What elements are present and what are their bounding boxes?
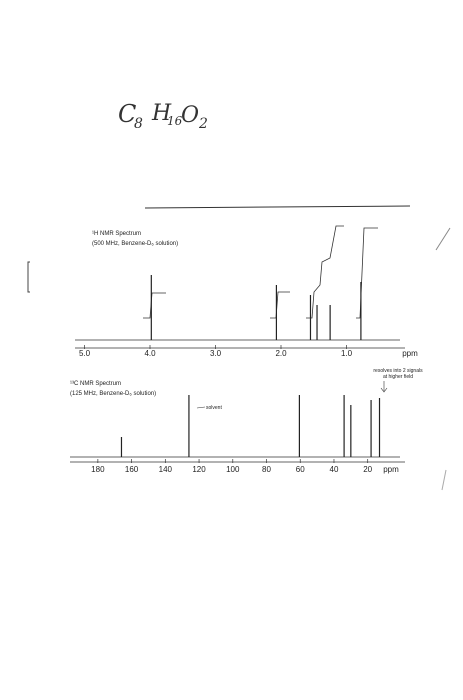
bracket xyxy=(27,261,30,293)
x-tick-label: 20 xyxy=(363,465,372,474)
h-subtitle: (500 MHz, Benzene-D₆ solution) xyxy=(92,241,178,247)
x-tick-label: 60 xyxy=(296,465,305,474)
h-title: ¹H NMR Spectrum xyxy=(92,231,141,237)
x-tick-label: 1.0 xyxy=(341,349,353,358)
x-tick-label: 80 xyxy=(262,465,271,474)
x-tick-label: 100 xyxy=(226,465,240,474)
unit-label: ppm xyxy=(383,465,399,474)
x-tick-label: 160 xyxy=(125,465,139,474)
c-title: ¹³C NMR Spectrum xyxy=(70,381,121,387)
integral xyxy=(306,225,378,319)
c-subtitle: (125 MHz, Benzene-D₆ solution) xyxy=(70,391,156,397)
formula: C 8 H 16 O 2 xyxy=(118,100,208,132)
unit-label: ppm xyxy=(402,349,418,358)
x-tick-label: 4.0 xyxy=(144,349,156,358)
x-tick-label: 5.0 xyxy=(79,349,91,358)
x-tick-label: 120 xyxy=(192,465,206,474)
formula-sub: 2 xyxy=(198,116,208,132)
formula-sub: 16 xyxy=(167,114,183,128)
mark xyxy=(435,227,451,251)
arrow xyxy=(196,406,206,409)
x-tick-label: 3.0 xyxy=(210,349,222,358)
formula-sub: 8 xyxy=(134,116,143,132)
formula-part: H xyxy=(151,101,172,126)
note: resolves into 2 signals xyxy=(373,368,423,374)
mark xyxy=(441,469,447,491)
rule xyxy=(144,205,411,209)
formula-part: O xyxy=(181,103,199,128)
x-tick-label: 40 xyxy=(330,465,339,474)
x-tick-label: 140 xyxy=(159,465,173,474)
x-tick-label: 2.0 xyxy=(275,349,287,358)
c-spectrum: 180 160 140 120 100 80 60 40 20 ppm xyxy=(70,395,405,474)
h-spectrum: 5.0 4.0 3.0 2.0 1.0 ppm xyxy=(75,225,418,358)
solvent-label: solvent xyxy=(206,405,222,411)
x-tick-label: 180 xyxy=(91,465,105,474)
arrow xyxy=(380,381,388,393)
note: at higher field xyxy=(383,374,413,380)
formula-part: C xyxy=(118,100,136,128)
